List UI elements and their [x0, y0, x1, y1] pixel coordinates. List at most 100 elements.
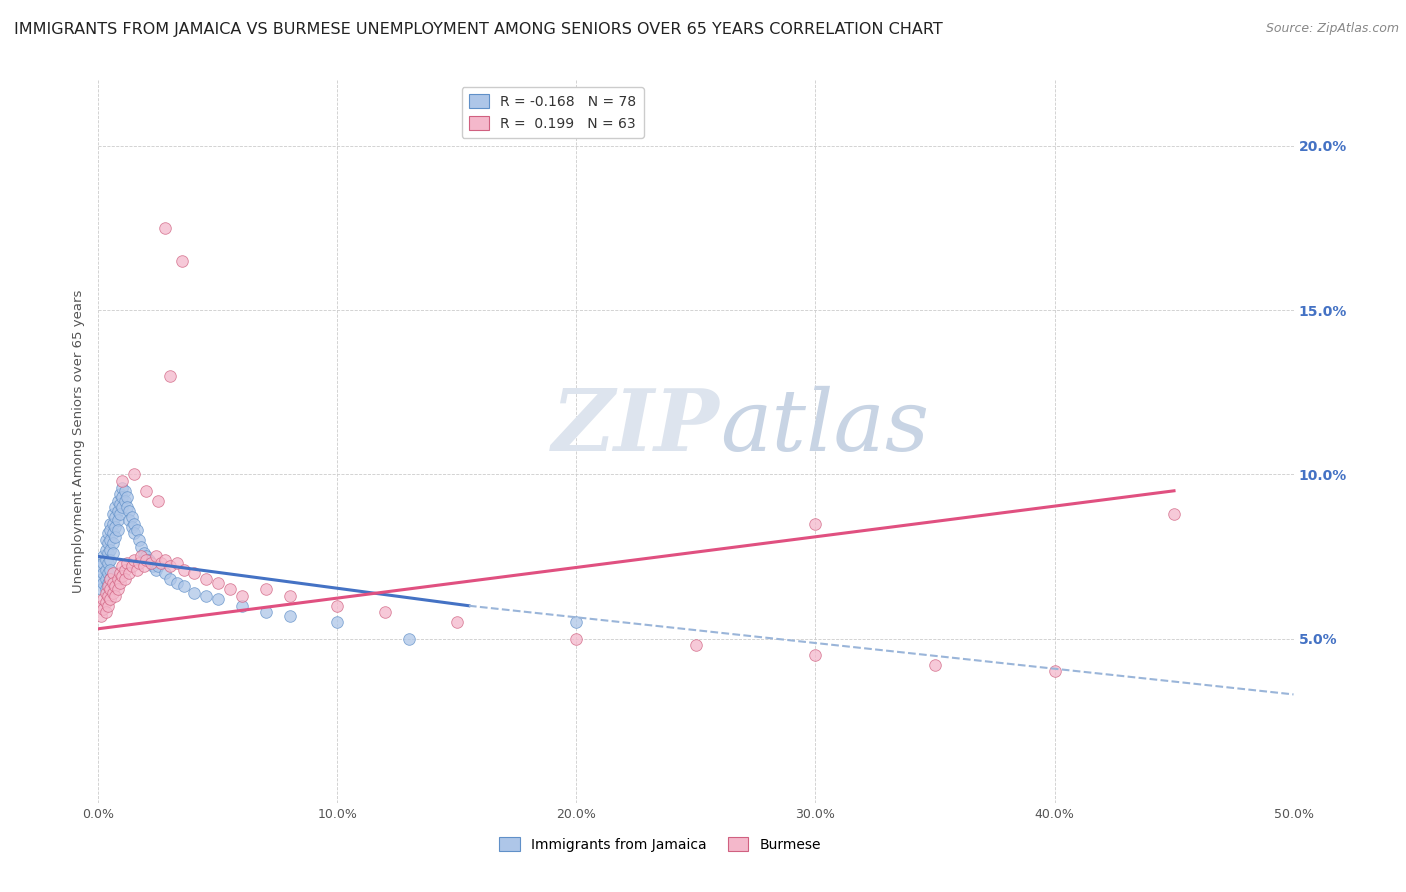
Point: [101, 526, 124, 541]
Point: [326, 599, 349, 613]
Point: [139, 556, 162, 570]
Point: [135, 483, 157, 498]
Point: [101, 585, 124, 599]
Point: [121, 559, 143, 574]
Point: [278, 589, 301, 603]
Point: [131, 549, 153, 564]
Point: [94, 605, 117, 619]
Point: [173, 579, 195, 593]
Point: [108, 487, 131, 501]
Point: [114, 563, 136, 577]
Point: [173, 563, 195, 577]
Point: [924, 657, 946, 672]
Text: IMMIGRANTS FROM JAMAICA VS BURMESE UNEMPLOYMENT AMONG SENIORS OVER 65 YEARS CORR: IMMIGRANTS FROM JAMAICA VS BURMESE UNEMP…: [14, 22, 943, 37]
Point: [101, 566, 124, 580]
Point: [124, 526, 146, 541]
Point: [111, 481, 134, 495]
Point: [94, 563, 117, 577]
Point: [97, 536, 120, 550]
Point: [107, 493, 129, 508]
Text: ZIP: ZIP: [553, 385, 720, 469]
Point: [91, 592, 114, 607]
Point: [254, 605, 277, 619]
Point: [90, 559, 112, 574]
Point: [98, 542, 122, 557]
Point: [159, 559, 181, 574]
Point: [91, 566, 114, 580]
Point: [107, 582, 129, 597]
Point: [685, 638, 707, 652]
Point: [155, 553, 177, 567]
Text: atlas: atlas: [720, 385, 929, 468]
Point: [94, 595, 117, 609]
Point: [148, 493, 170, 508]
Point: [132, 546, 155, 560]
Point: [132, 559, 155, 574]
Point: [565, 615, 588, 630]
Point: [131, 540, 153, 554]
Point: [804, 516, 827, 531]
Point: [124, 516, 146, 531]
Point: [91, 602, 114, 616]
Point: [94, 533, 117, 547]
Point: [118, 513, 141, 527]
Point: [101, 507, 124, 521]
Point: [804, 648, 827, 662]
Point: [98, 573, 122, 587]
Text: Source: ZipAtlas.com: Source: ZipAtlas.com: [1265, 22, 1399, 36]
Point: [97, 556, 120, 570]
Point: [90, 582, 112, 597]
Point: [166, 575, 188, 590]
Point: [1043, 665, 1066, 679]
Point: [446, 615, 468, 630]
Point: [90, 608, 112, 623]
Point: [108, 575, 131, 590]
Point: [125, 563, 148, 577]
Point: [139, 556, 162, 570]
Point: [98, 523, 122, 537]
Point: [125, 523, 148, 537]
Point: [104, 500, 127, 515]
Point: [98, 533, 122, 547]
Point: [98, 582, 122, 597]
Point: [94, 585, 117, 599]
Point: [91, 575, 114, 590]
Point: [166, 556, 188, 570]
Point: [207, 592, 229, 607]
Point: [195, 589, 218, 603]
Y-axis label: Unemployment Among Seniors over 65 years: Unemployment Among Seniors over 65 years: [72, 290, 86, 593]
Point: [90, 573, 112, 587]
Point: [135, 553, 157, 567]
Point: [183, 585, 205, 599]
Point: [138, 553, 160, 567]
Point: [104, 589, 127, 603]
Point: [183, 566, 205, 580]
Point: [231, 589, 253, 603]
Point: [128, 533, 150, 547]
Point: [98, 516, 122, 531]
Point: [115, 500, 138, 515]
Point: [207, 575, 229, 590]
Point: [565, 632, 588, 646]
Point: [107, 573, 129, 587]
Point: [111, 474, 134, 488]
Point: [231, 599, 253, 613]
Point: [115, 556, 138, 570]
Point: [128, 556, 150, 570]
Point: [101, 575, 124, 590]
Point: [97, 566, 120, 580]
Point: [145, 549, 167, 564]
Point: [90, 599, 112, 613]
Point: [114, 483, 136, 498]
Point: [91, 556, 114, 570]
Point: [108, 566, 131, 580]
Point: [111, 491, 134, 505]
Point: [98, 592, 122, 607]
Point: [1163, 507, 1185, 521]
Point: [219, 582, 242, 597]
Point: [398, 632, 420, 646]
Point: [278, 608, 301, 623]
Point: [114, 573, 136, 587]
Point: [94, 542, 117, 557]
Point: [115, 491, 138, 505]
